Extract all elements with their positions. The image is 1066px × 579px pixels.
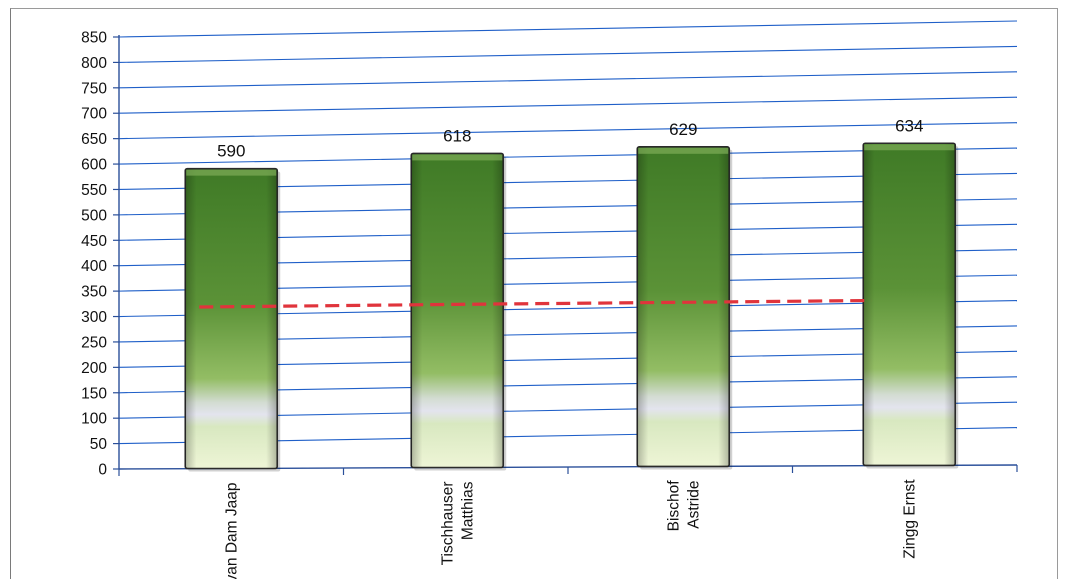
x-category-label: Astride xyxy=(686,480,703,528)
y-tick-label: 800 xyxy=(81,55,107,72)
bar-top-highlight xyxy=(638,148,728,154)
x-category-label: van Dam Jaap xyxy=(224,483,241,579)
y-tick-label: 50 xyxy=(90,436,108,453)
gridline xyxy=(119,46,1017,62)
y-tick-label: 550 xyxy=(81,182,107,199)
y-tick-label: 350 xyxy=(81,284,107,301)
data-label: 634 xyxy=(895,116,923,135)
bar-group xyxy=(411,153,506,470)
y-tick-label: 250 xyxy=(81,334,107,351)
y-tick-label: 0 xyxy=(98,462,107,479)
bars xyxy=(185,143,958,471)
bar-edge-shading xyxy=(185,169,277,469)
data-label: 618 xyxy=(443,126,471,145)
y-tick-label: 300 xyxy=(81,309,107,326)
bar-edge-shading xyxy=(411,153,503,467)
x-category-label: Zingg Ernst xyxy=(902,479,919,559)
bar-group xyxy=(863,143,958,468)
bar-top-highlight xyxy=(864,144,954,150)
bar-chart: 0 50 100 150 200 250 300 350 400 450 500 550 600 650 7… xyxy=(11,9,1057,579)
x-category-label: Bischof xyxy=(666,480,683,532)
reference-line xyxy=(199,300,871,307)
y-tick-label: 750 xyxy=(81,80,107,97)
y-tick-label: 500 xyxy=(81,207,107,224)
reference-dashed-line xyxy=(199,300,871,307)
y-tick-label: 600 xyxy=(81,157,107,174)
y-tick-label: 150 xyxy=(81,385,107,402)
y-tick-label: 650 xyxy=(81,131,107,148)
bar-edge-shading xyxy=(863,143,955,465)
y-tick-label: 700 xyxy=(81,106,107,123)
gridline xyxy=(119,21,1017,37)
x-category-label: Tischhauser xyxy=(440,481,457,565)
bar-top-highlight xyxy=(186,170,276,176)
bar-group xyxy=(185,169,280,472)
gridline xyxy=(119,72,1017,88)
data-label: 629 xyxy=(669,120,697,139)
y-tick-label: 400 xyxy=(81,258,107,275)
y-tick-label: 200 xyxy=(81,360,107,377)
x-category-label: Matthias xyxy=(460,481,477,540)
gridline xyxy=(119,123,1017,139)
chart-frame: 0 50 100 150 200 250 300 350 400 450 500 550 600 650 7… xyxy=(10,8,1058,579)
bar-edge-shading xyxy=(637,147,729,467)
bar-group xyxy=(637,147,732,470)
y-tick-label: 450 xyxy=(81,233,107,250)
y-tick-label: 100 xyxy=(81,411,107,428)
data-label: 590 xyxy=(217,142,245,161)
gridline xyxy=(119,97,1017,113)
bar-top-highlight xyxy=(412,154,502,160)
y-tick-label: 850 xyxy=(81,30,107,47)
